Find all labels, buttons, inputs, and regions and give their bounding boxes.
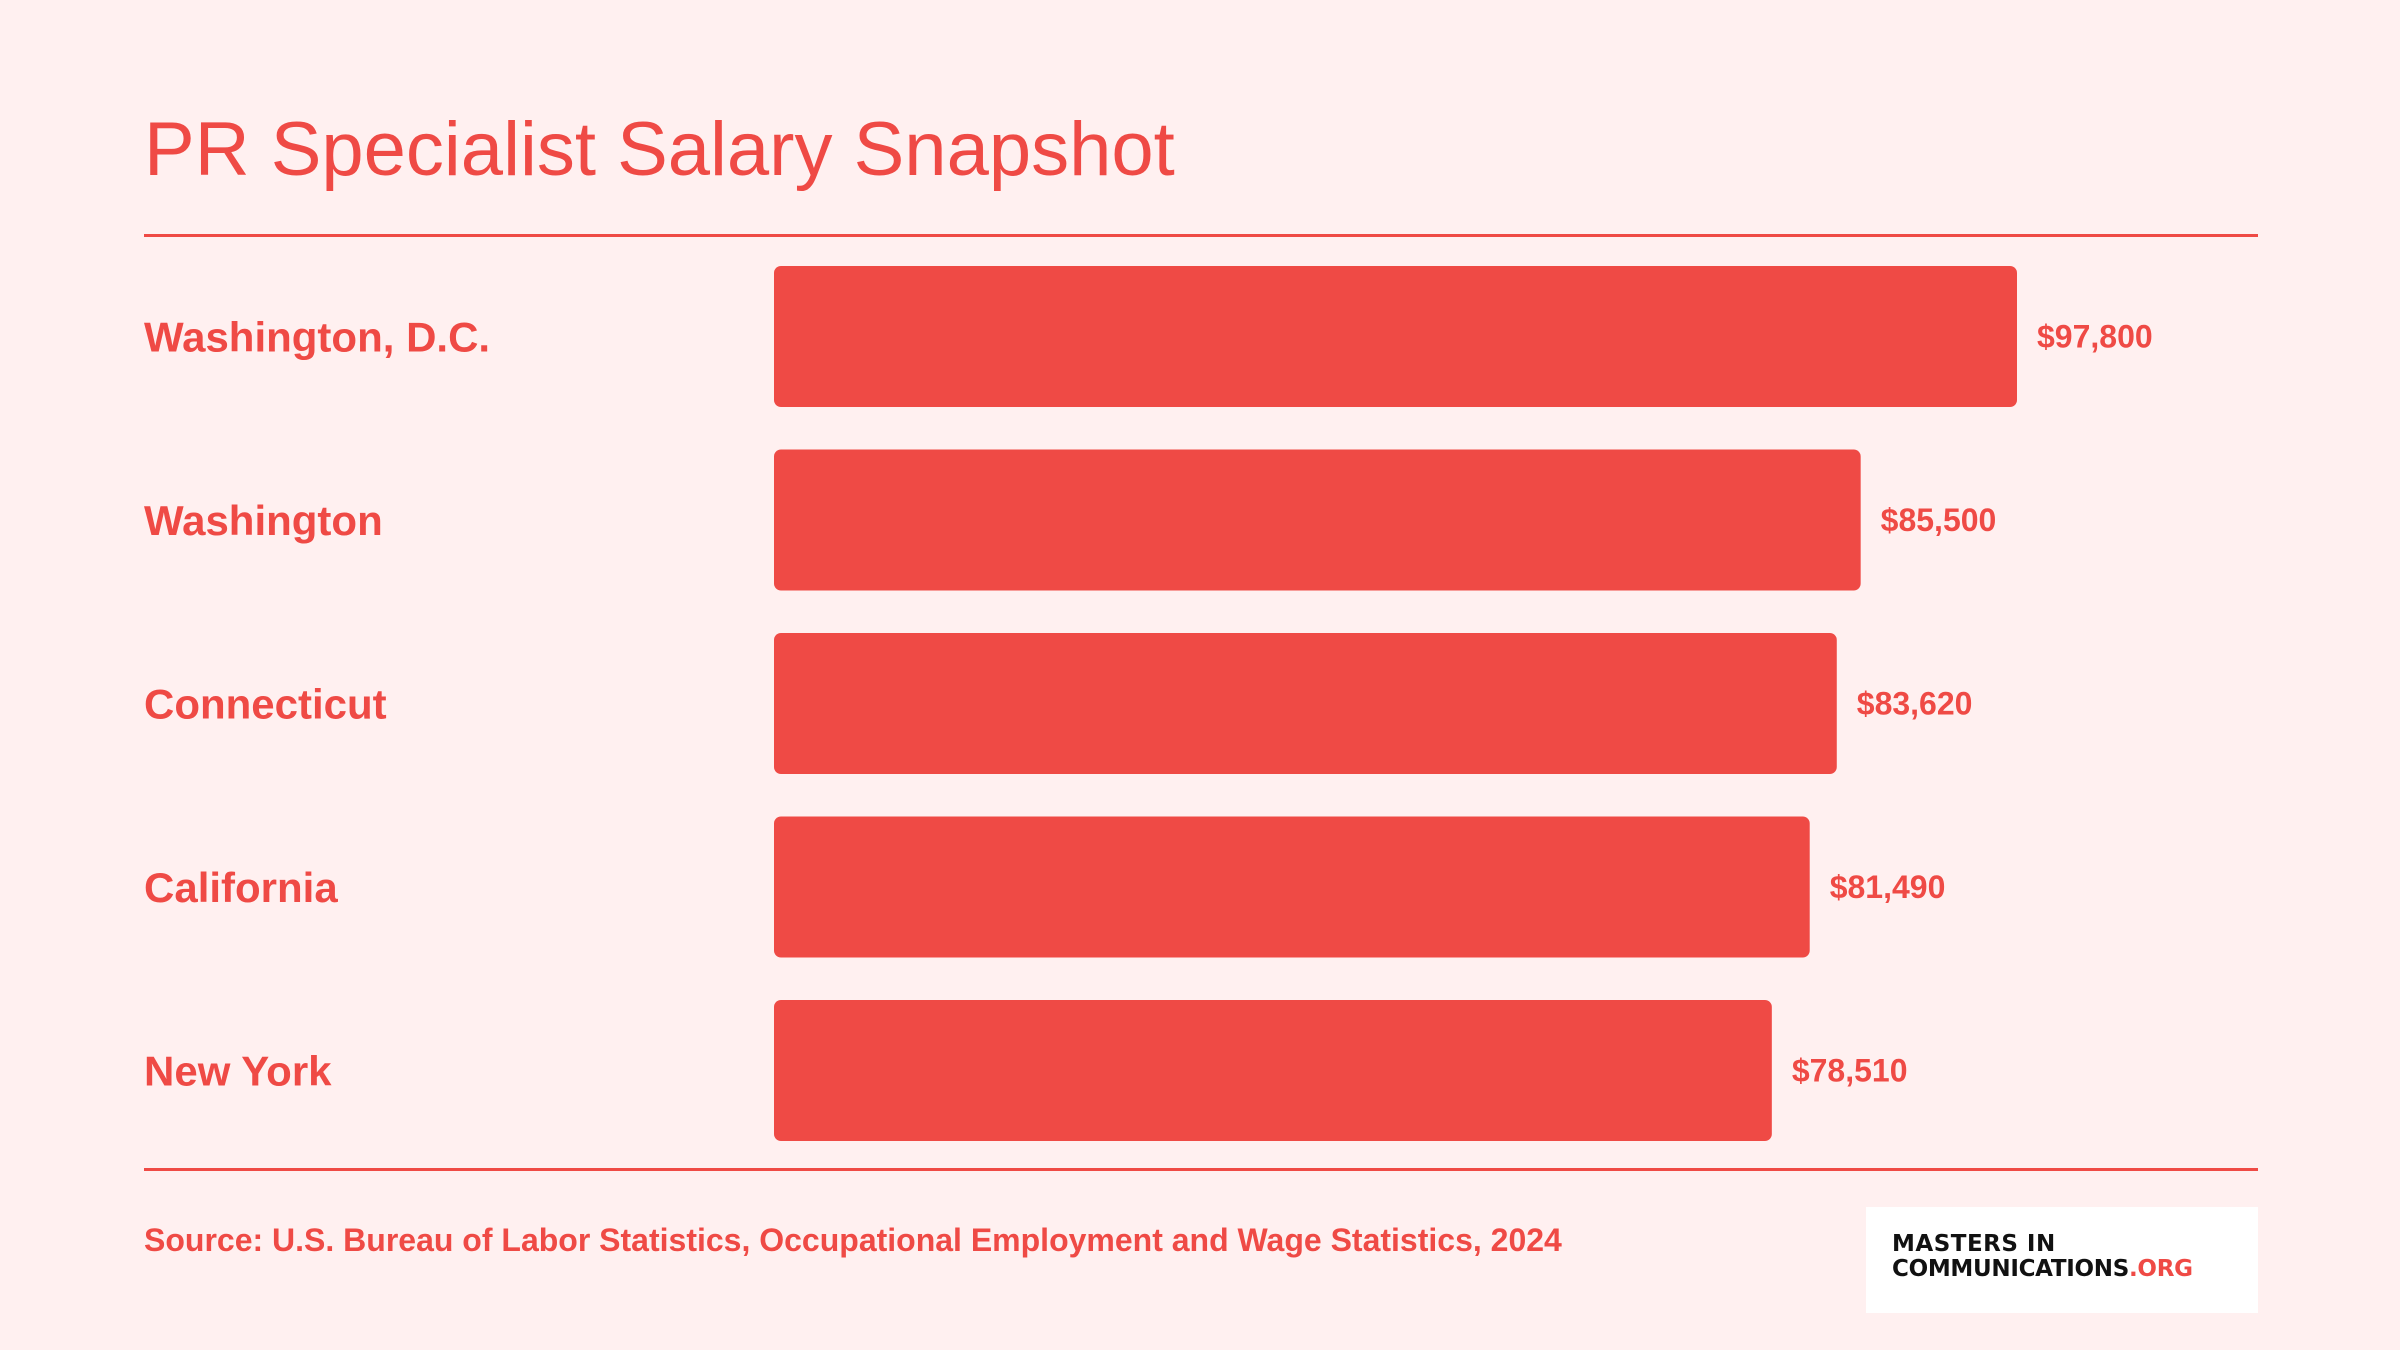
top-divider — [144, 234, 2258, 237]
bar — [774, 266, 2017, 407]
bar — [774, 449, 1861, 591]
category-label: Washington, D.C. — [144, 314, 490, 361]
bar — [774, 1000, 1772, 1141]
logo-line-1: MASTERS IN — [1892, 1231, 2056, 1257]
category-label: California — [144, 864, 338, 911]
category-label: Washington — [144, 497, 383, 544]
site-logo[interactable]: MASTERS IN COMMUNICATIONS.ORG — [1866, 1207, 2258, 1313]
bar — [774, 633, 1837, 774]
source-note: Source: U.S. Bureau of Labor Statistics,… — [144, 1222, 1562, 1258]
category-label: Connecticut — [144, 681, 387, 728]
bottom-divider — [144, 1168, 2258, 1171]
value-label: $83,620 — [1857, 686, 1973, 722]
value-label: $78,510 — [1792, 1053, 1908, 1089]
logo-line-2: COMMUNICATIONS.ORG — [1892, 1258, 2258, 1281]
value-label: $85,500 — [1881, 502, 1997, 538]
logo-wordmark: COMMUNICATIONS — [1892, 1256, 2129, 1282]
chart-title: PR Specialist Salary Snapshot — [144, 107, 1175, 192]
category-label: New York — [144, 1048, 332, 1095]
value-label: $81,490 — [1830, 869, 1946, 905]
bar — [774, 816, 1810, 958]
logo-org-suffix: .ORG — [2129, 1256, 2193, 1282]
value-label: $97,800 — [2037, 319, 2153, 355]
